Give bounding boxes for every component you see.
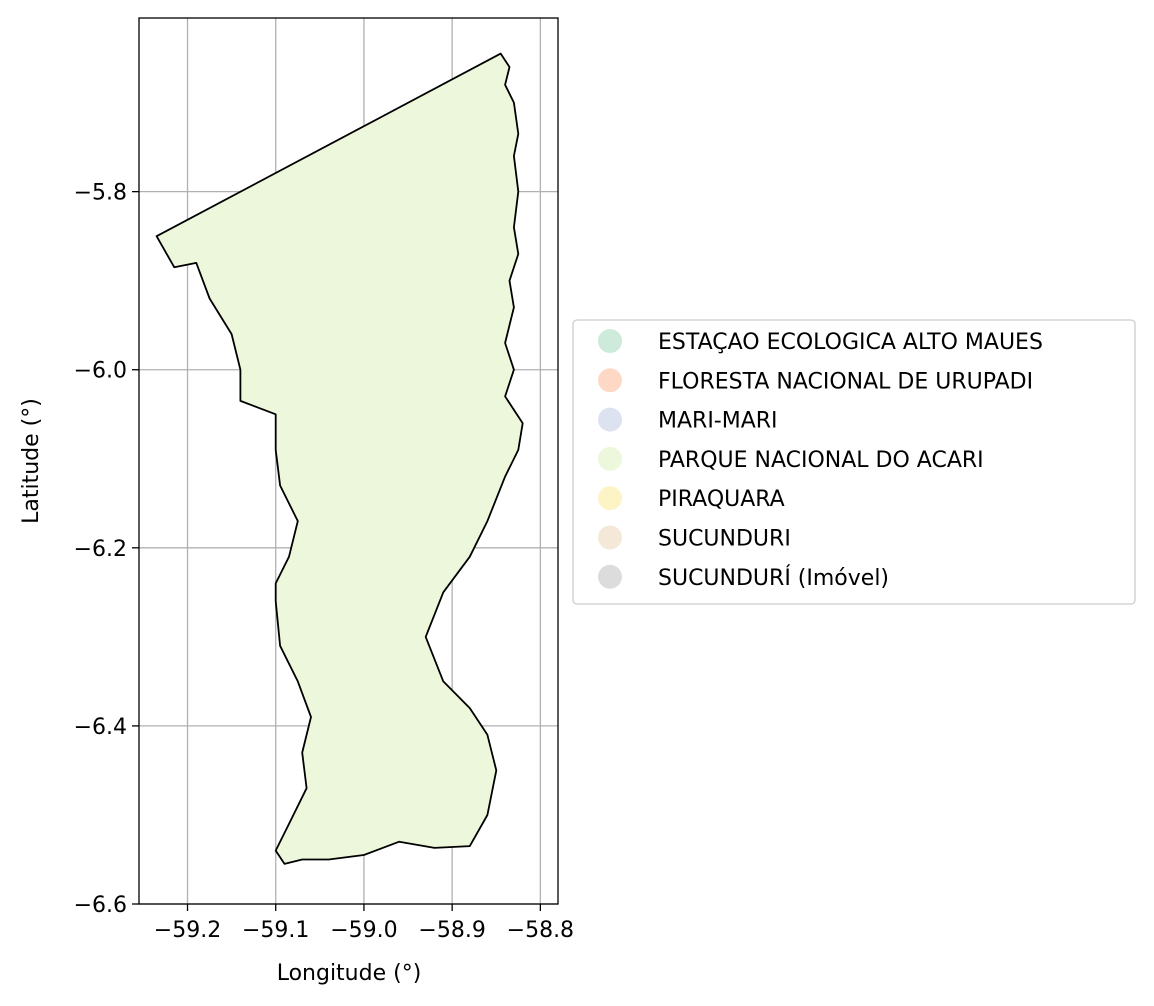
x-tick-label: −58.8 <box>507 918 574 943</box>
x-tick-label: −59.2 <box>154 918 221 943</box>
y-tick-label: −5.8 <box>74 181 127 206</box>
legend-marker <box>598 486 622 511</box>
x-axis-label: Longitude (°) <box>277 961 422 986</box>
y-tick-label: −6.2 <box>74 537 127 562</box>
x-tick-label: −59.0 <box>330 918 397 943</box>
legend-label: PARQUE NACIONAL DO ACARI <box>658 448 984 473</box>
y-tick-label: −6.0 <box>74 359 127 384</box>
y-axis-label: Latitude (°) <box>19 398 44 524</box>
legend-label: SUCUNDURÍ (Imóvel) <box>658 565 889 591</box>
legend-marker <box>598 368 622 393</box>
x-tick-label: −59.1 <box>242 918 309 943</box>
y-tick-label: −6.6 <box>74 893 127 918</box>
legend-marker <box>598 407 622 432</box>
legend-label: ESTAÇAO ECOLOGICA ALTO MAUES <box>658 330 1043 355</box>
y-axis-ticks: −5.8 −6.0 −6.2 −6.4 −6.6 <box>74 181 139 918</box>
legend-label: SUCUNDURI <box>658 527 791 552</box>
legend-marker <box>598 446 622 471</box>
legend-marker <box>598 525 622 550</box>
legend-label: MARI-MARI <box>658 409 778 434</box>
legend-label: FLORESTA NACIONAL DE URUPADI <box>658 369 1033 394</box>
legend: ESTAÇAO ECOLOGICA ALTO MAUES FLORESTA NAC… <box>572 319 1136 605</box>
y-tick-label: −6.4 <box>74 715 127 740</box>
legend-marker <box>598 564 622 589</box>
x-axis-ticks: −59.2 −59.1 −59.0 −58.9 −58.8 <box>154 904 574 943</box>
region-parque-nacional-do-acari <box>155 52 524 865</box>
x-tick-label: −58.9 <box>418 918 485 943</box>
legend-marker <box>598 329 622 353</box>
plot-frame <box>138 17 559 905</box>
legend-label: PIRAQUARA <box>658 487 785 512</box>
legend-frame <box>572 319 1136 605</box>
